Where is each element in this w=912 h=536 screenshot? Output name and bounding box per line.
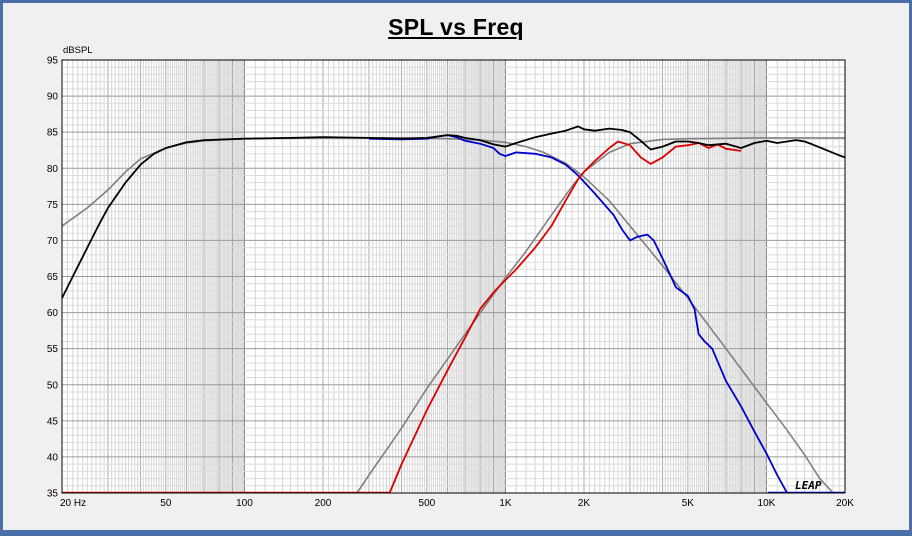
series-line-3 [368, 134, 788, 494]
y-tick-label: 95 [47, 56, 59, 67]
y-tick-label: 75 [47, 200, 59, 211]
leap-watermark: LEAP [795, 479, 822, 492]
grid-lines [62, 59, 845, 494]
plot-border [61, 59, 846, 494]
x-tick-label: 2K [578, 498, 591, 509]
x-axis-ticks: 20 Hz 50 100 200 500 1K 2K 5K 10K 20K [60, 498, 854, 509]
x-tick-label: 200 [315, 498, 332, 509]
series-line-4 [388, 140, 742, 494]
x-tick-label: 1K [499, 498, 512, 509]
x-tick-label: 20K [836, 498, 854, 509]
y-axis-ticks: 35 40 45 50 55 60 65 70 75 80 85 90 95 [47, 56, 59, 500]
y-tick-label: 90 [47, 92, 59, 103]
y-tick-label: 55 [47, 344, 59, 355]
y-tick-label: 45 [47, 416, 59, 427]
y-tick-label: 85 [47, 128, 59, 139]
x-tick-label: 100 [236, 498, 253, 509]
y-tick-label: 65 [47, 272, 59, 283]
x-tick-label: 50 [160, 498, 172, 509]
x-tick-label: 500 [419, 498, 436, 509]
series-line-5 [61, 125, 846, 299]
series-layer [61, 125, 846, 494]
y-axis-label: dBSPL [63, 45, 93, 56]
y-tick-label: 60 [47, 308, 59, 319]
x-tick-label: 20 Hz [60, 498, 86, 509]
series-line-2 [356, 137, 845, 494]
y-tick-label: 80 [47, 164, 59, 175]
window-bottom-border [0, 530, 912, 536]
y-tick-label: 50 [47, 380, 59, 391]
y-tick-label: 40 [47, 452, 59, 463]
y-tick-label: 70 [47, 236, 59, 247]
x-tick-label: 10K [758, 498, 776, 509]
chart-title: SPL vs Freq [388, 14, 524, 40]
x-tick-label: 5K [682, 498, 695, 509]
y-tick-label: 35 [47, 489, 59, 500]
